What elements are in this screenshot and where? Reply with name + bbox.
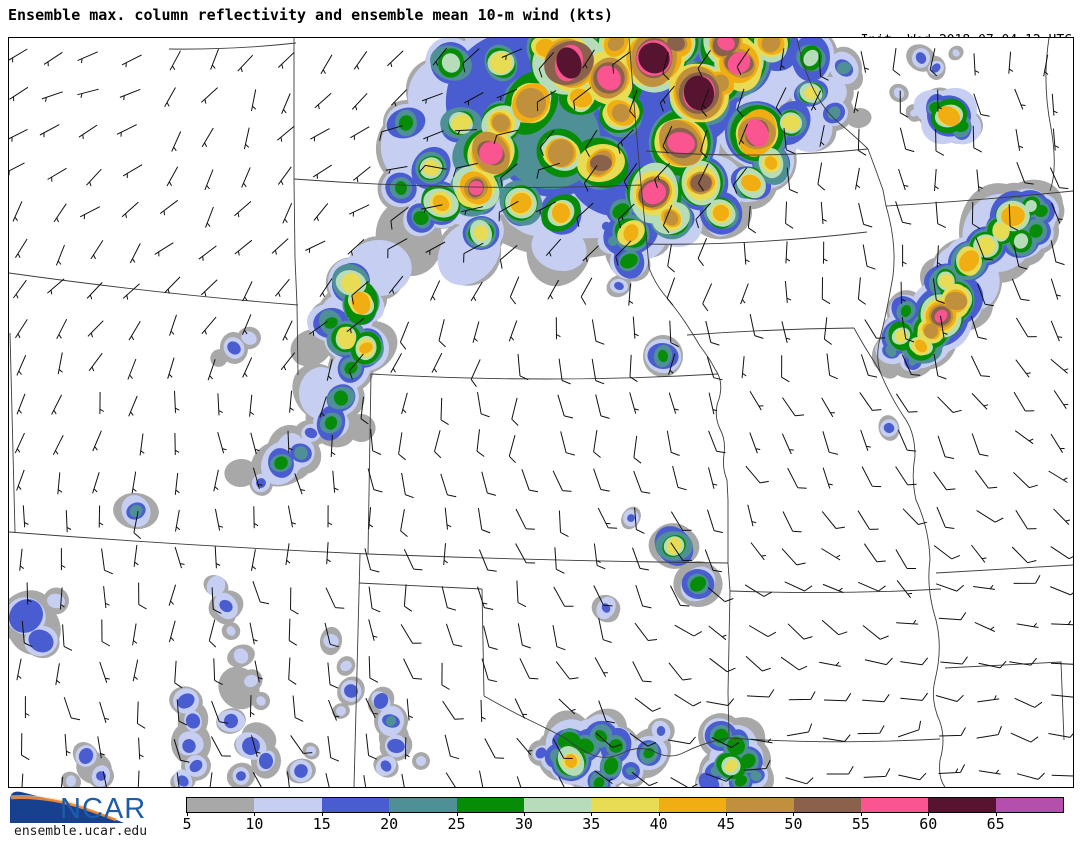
legend-tick xyxy=(658,812,660,816)
ncar-logo: NCAR xyxy=(8,787,178,827)
legend-segment xyxy=(726,798,794,812)
legend-tick xyxy=(523,812,525,816)
legend-tick-label: 15 xyxy=(312,815,331,833)
legend-tick-label: 40 xyxy=(649,815,668,833)
state-borders xyxy=(9,38,1073,787)
legend-tick xyxy=(187,812,188,816)
ncar-logo-text: NCAR xyxy=(60,793,147,825)
legend-tick xyxy=(389,812,391,816)
legend-segment xyxy=(456,798,524,812)
legend-tick xyxy=(928,812,930,816)
wind-barbs xyxy=(9,47,1073,787)
legend-segment xyxy=(187,798,255,812)
legend-tick-label: 10 xyxy=(245,815,264,833)
legend-segment xyxy=(793,798,861,812)
legend-segment xyxy=(523,798,592,812)
legend-segment xyxy=(928,798,996,812)
legend-segment xyxy=(658,798,727,812)
legend-segment xyxy=(254,798,322,812)
legend-tick-label: 55 xyxy=(851,815,870,833)
legend-tick-label: 25 xyxy=(447,815,466,833)
legend-segment xyxy=(995,798,1064,812)
legend-tick xyxy=(860,812,862,816)
legend-segment xyxy=(321,798,390,812)
legend-tick xyxy=(321,812,323,816)
legend-segment xyxy=(860,798,929,812)
legend-tick-label: 60 xyxy=(919,815,938,833)
legend-tick xyxy=(793,812,795,816)
legend-tick xyxy=(995,812,997,816)
legend-tick xyxy=(254,812,256,816)
legend-tick-label: 35 xyxy=(582,815,601,833)
plot-title: Ensemble max. column reflectivity and en… xyxy=(8,6,614,24)
forecast-map xyxy=(8,37,1074,788)
legend-tick xyxy=(726,812,728,816)
legend-tick-label: 50 xyxy=(784,815,803,833)
ncar-logo-arc xyxy=(10,796,117,822)
site-url: ensemble.ucar.edu xyxy=(14,824,148,839)
legend-tick-label: 30 xyxy=(514,815,533,833)
legend-tick-label: 20 xyxy=(380,815,399,833)
legend-tick xyxy=(591,812,593,816)
legend-segment xyxy=(389,798,457,812)
reflectivity-legend xyxy=(186,797,1064,813)
legend-segment xyxy=(591,798,659,812)
legend-tick-label: 65 xyxy=(986,815,1005,833)
legend-tick-label: 5 xyxy=(182,815,192,833)
legend-tick xyxy=(456,812,458,816)
legend-tick-label: 45 xyxy=(717,815,736,833)
